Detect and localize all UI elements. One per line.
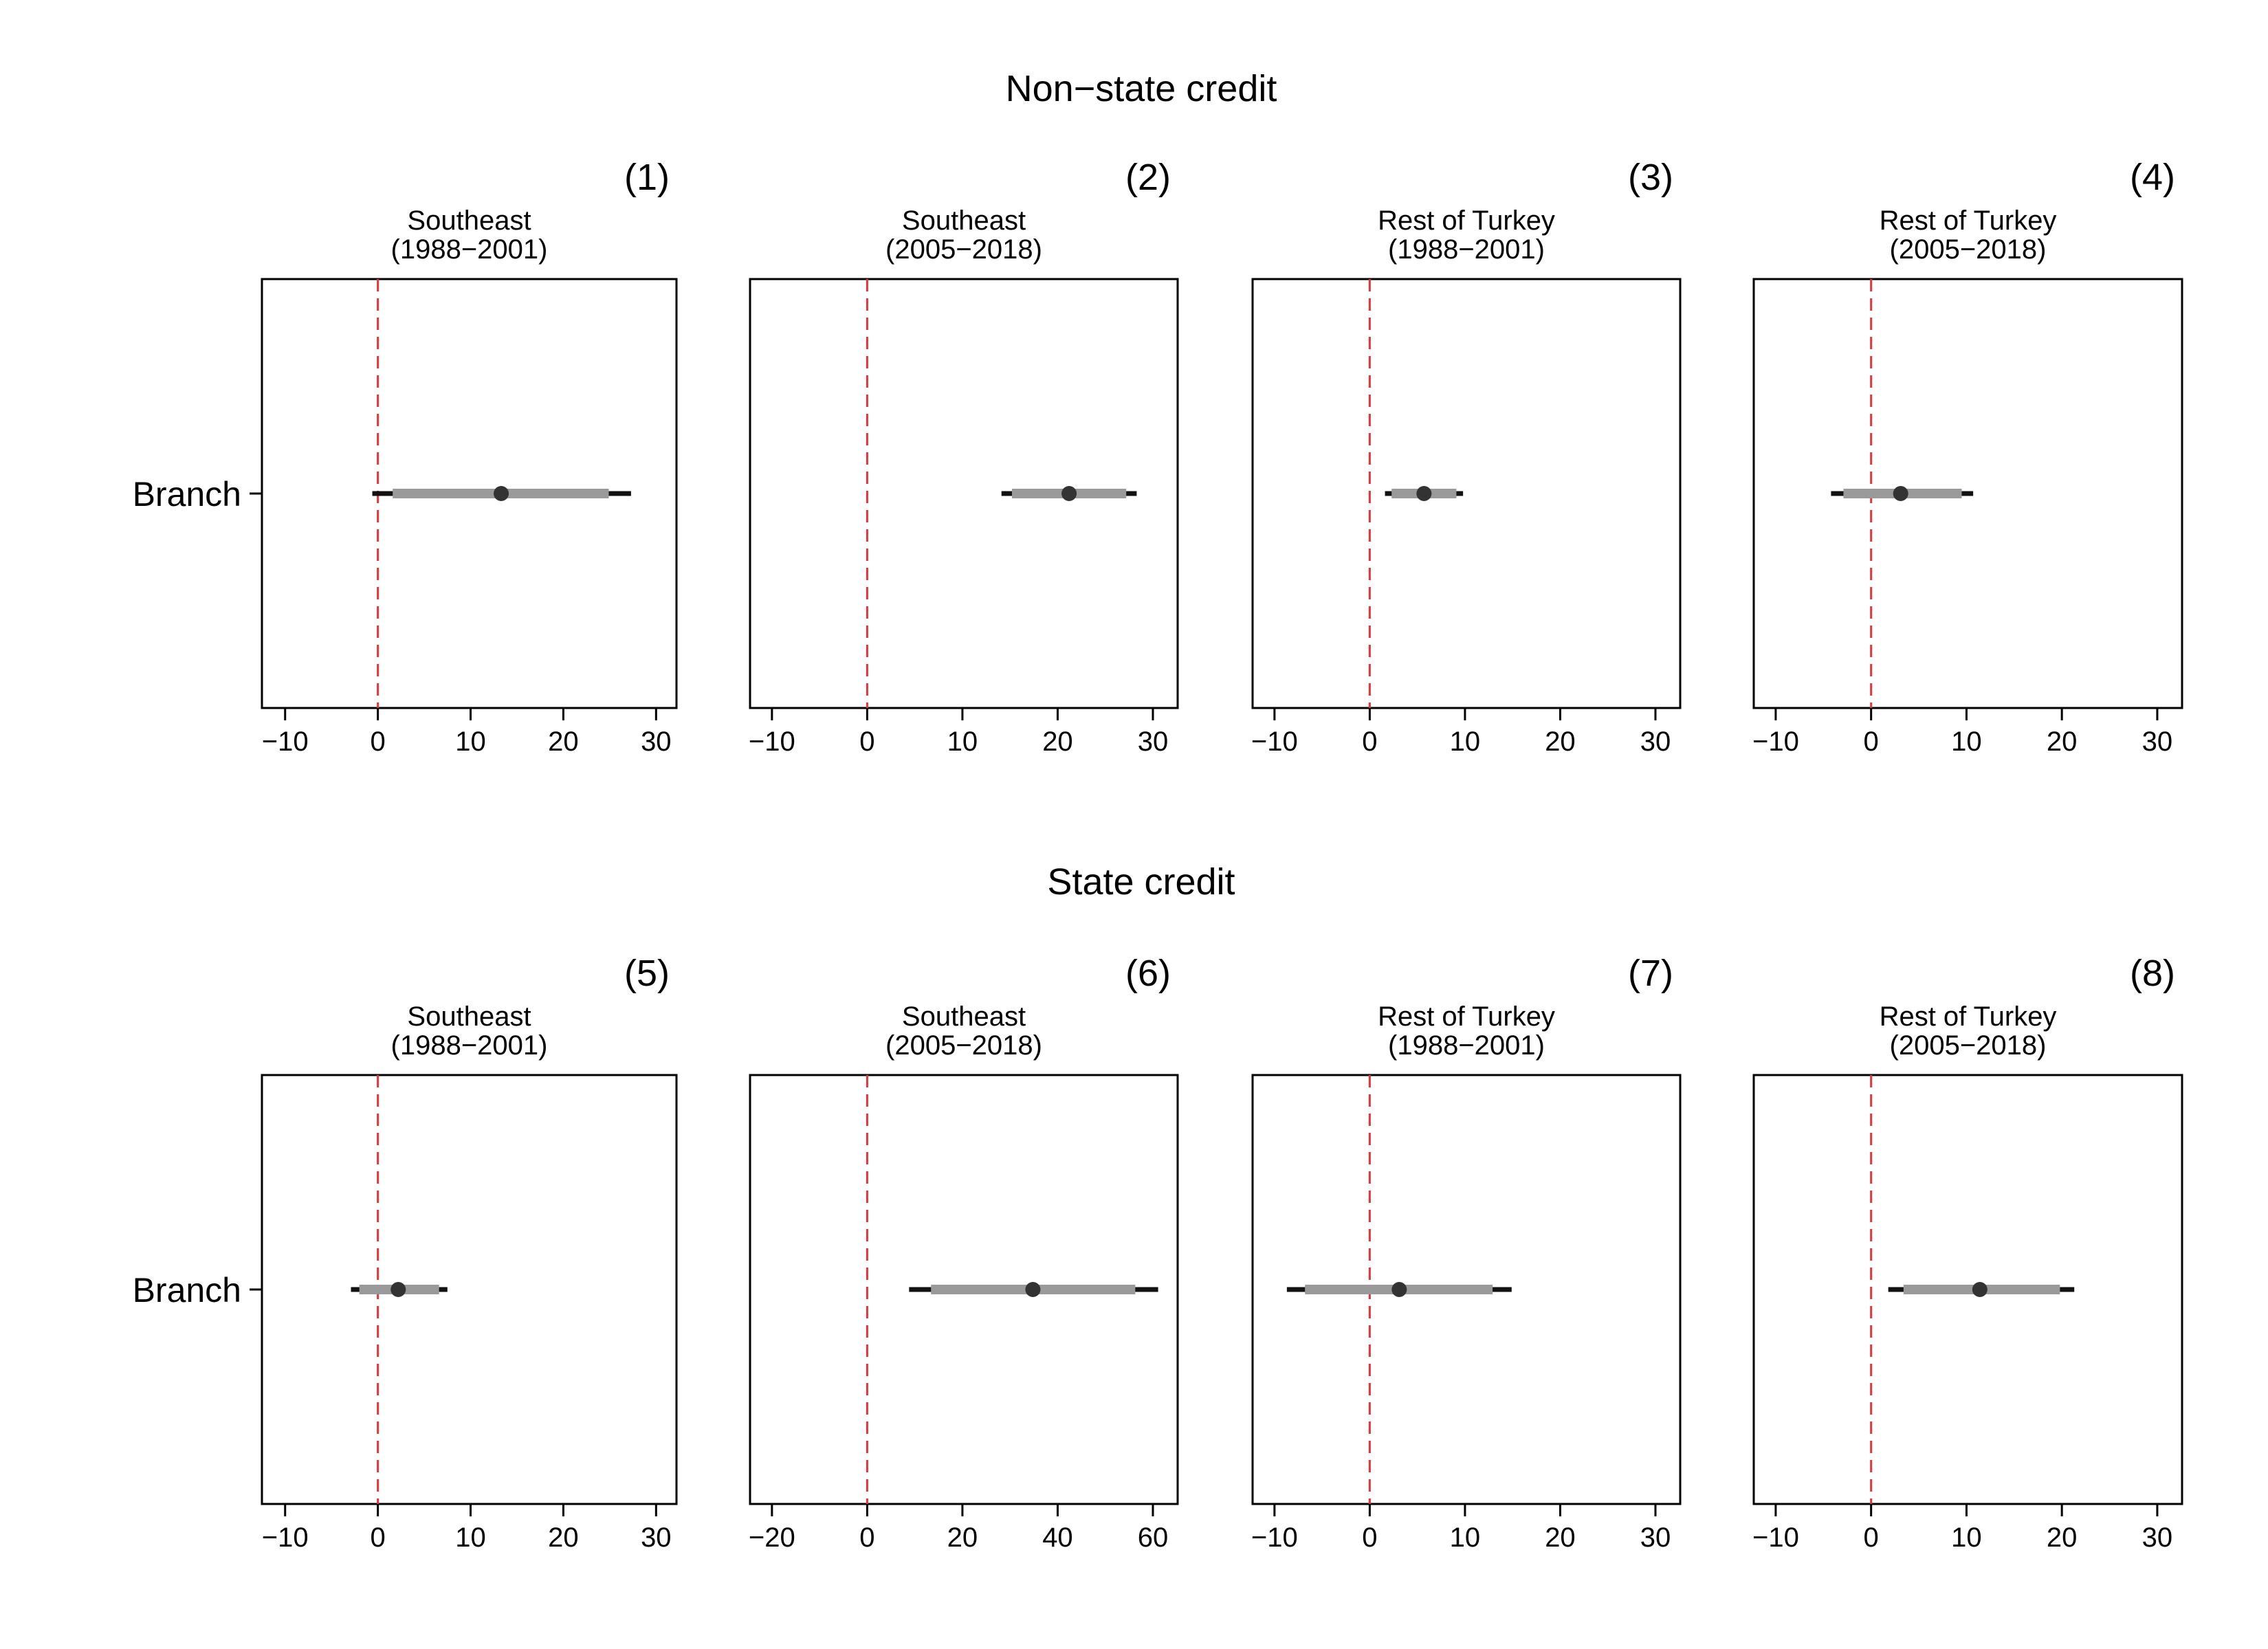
x-tick-label: 20: [947, 1523, 978, 1553]
panel-number: (1): [624, 157, 670, 198]
x-tick-label: 60: [1138, 1523, 1169, 1553]
panel-subtitle-period: (1988−2001): [391, 1030, 548, 1061]
x-tick-label: 30: [1640, 1523, 1671, 1553]
x-tick-label: 10: [1951, 1523, 1982, 1553]
row-label-branch: Branch: [133, 475, 241, 513]
x-tick-label: 20: [2047, 727, 2078, 757]
x-tick-label: −10: [749, 727, 795, 757]
x-tick-label: 30: [1640, 727, 1671, 757]
panel-subtitle-period: (1988−2001): [1388, 1030, 1545, 1061]
panel-2: (2) Southeast(2005−2018) −10 0 10 20 30: [749, 157, 1179, 757]
x-tick-label: −10: [1251, 1523, 1298, 1553]
x-tick-label: −10: [262, 1523, 309, 1553]
x-tick-label: −20: [749, 1523, 795, 1553]
x-tick-label: 0: [370, 1523, 385, 1553]
plot-frame: [1251, 1074, 1682, 1505]
x-tick-label: 20: [2047, 1523, 2078, 1553]
plot-frame: [1752, 1074, 2183, 1505]
x-tick-label: −10: [1752, 1523, 1799, 1553]
section-title-state-credit: State credit: [1047, 861, 1235, 903]
point-estimate: [494, 486, 509, 501]
x-tick-label: 10: [455, 727, 486, 757]
panel-subtitle-region: Rest of Turkey: [1880, 1001, 2057, 1032]
x-tick-label: 30: [2142, 727, 2173, 757]
point-estimate: [1416, 486, 1432, 501]
panel-3: (3) Rest of Turkey(1988−2001) −10 0 10 20 30: [1251, 157, 1682, 757]
panel-number: (7): [1628, 953, 1673, 994]
panel-subtitle-region: Southeast: [902, 1001, 1026, 1032]
x-tick-label: 0: [370, 727, 385, 757]
panel-8: (8) Rest of Turkey(2005−2018) −10 0 10 20 30: [1752, 953, 2183, 1553]
x-tick-label: 30: [2142, 1523, 2173, 1553]
x-tick-label: 40: [1042, 1523, 1073, 1553]
panels-layer: (1)Southeast(1988−2001)−10 0 10 20 30Branch(…: [133, 157, 2183, 1553]
panel-subtitle-period: (1988−2001): [391, 234, 548, 265]
x-tick-label: 0: [1864, 727, 1879, 757]
panel-6: (6) Southeast(2005−2018) −20 0 20 40 60: [749, 953, 1179, 1553]
x-tick-label: 20: [1545, 727, 1576, 757]
panel-number: (2): [1125, 157, 1171, 198]
x-tick-label: 30: [1138, 727, 1169, 757]
panel-subtitle-region: Rest of Turkey: [1378, 206, 1555, 236]
panel-subtitle-region: Rest of Turkey: [1378, 1001, 1555, 1032]
x-tick-label: 10: [455, 1523, 486, 1553]
x-tick-label: 10: [1951, 727, 1982, 757]
panel-number: (3): [1628, 157, 1673, 198]
x-tick-label: 20: [548, 727, 579, 757]
panel-subtitle-period: (2005−2018): [885, 1030, 1042, 1061]
panel-subtitle-region: Rest of Turkey: [1880, 206, 2057, 236]
x-tick-label: 20: [1545, 1523, 1576, 1553]
panel-1: (1) Southeast(1988−2001) −10 0 10 20 30 Branch: [133, 157, 678, 757]
x-tick-label: 30: [641, 1523, 672, 1553]
x-tick-label: 10: [1450, 727, 1481, 757]
x-tick-label: 0: [1362, 727, 1377, 757]
plot-frame: [749, 278, 1179, 709]
panel-number: (5): [624, 953, 670, 994]
x-tick-label: −10: [262, 727, 309, 757]
x-tick-label: 0: [859, 727, 874, 757]
panel-subtitle-period: (2005−2018): [1890, 1030, 2047, 1061]
x-tick-label: 10: [1450, 1523, 1481, 1553]
x-tick-label: 0: [1864, 1523, 1879, 1553]
plot-frame: [1251, 278, 1682, 709]
x-tick-label: 0: [859, 1523, 874, 1553]
point-estimate: [1972, 1282, 1988, 1297]
panel-7: (7) Rest of Turkey(1988−2001) −10 0 10 20 30: [1251, 953, 1682, 1553]
panel-number: (8): [2130, 953, 2175, 994]
panel-subtitle-period: (1988−2001): [1388, 234, 1545, 265]
panel-subtitle-period: (2005−2018): [1890, 234, 2047, 265]
plot-frame: [1752, 278, 2183, 709]
panel-subtitle-region: Southeast: [407, 206, 531, 236]
panel-number: (6): [1125, 953, 1171, 994]
plot-frame: [749, 1074, 1179, 1505]
x-tick-label: 20: [548, 1523, 579, 1553]
point-estimate: [1391, 1282, 1407, 1297]
panel-subtitle-region: Southeast: [902, 206, 1026, 236]
point-estimate: [1893, 486, 1908, 501]
panel-5: (5) Southeast(1988−2001) −10 0 10 20 30 Branch: [133, 953, 678, 1553]
panel-subtitle-period: (2005−2018): [885, 234, 1042, 265]
plot-frame: [261, 1074, 678, 1505]
x-tick-label: 0: [1362, 1523, 1377, 1553]
point-estimate: [390, 1282, 406, 1297]
x-tick-label: −10: [1752, 727, 1799, 757]
x-tick-label: 10: [947, 727, 978, 757]
panel-number: (4): [2130, 157, 2175, 198]
row-label-branch: Branch: [133, 1271, 241, 1309]
x-tick-label: 30: [641, 727, 672, 757]
x-tick-label: −10: [1251, 727, 1298, 757]
x-tick-label: 20: [1042, 727, 1073, 757]
panel-4: (4) Rest of Turkey(2005−2018) −10 0 10 20 30: [1752, 157, 2183, 757]
panel-subtitle-region: Southeast: [407, 1001, 531, 1032]
section-title-non-state-credit: Non−state credit: [1006, 68, 1277, 109]
point-estimate: [1061, 486, 1077, 501]
point-estimate: [1025, 1282, 1041, 1297]
